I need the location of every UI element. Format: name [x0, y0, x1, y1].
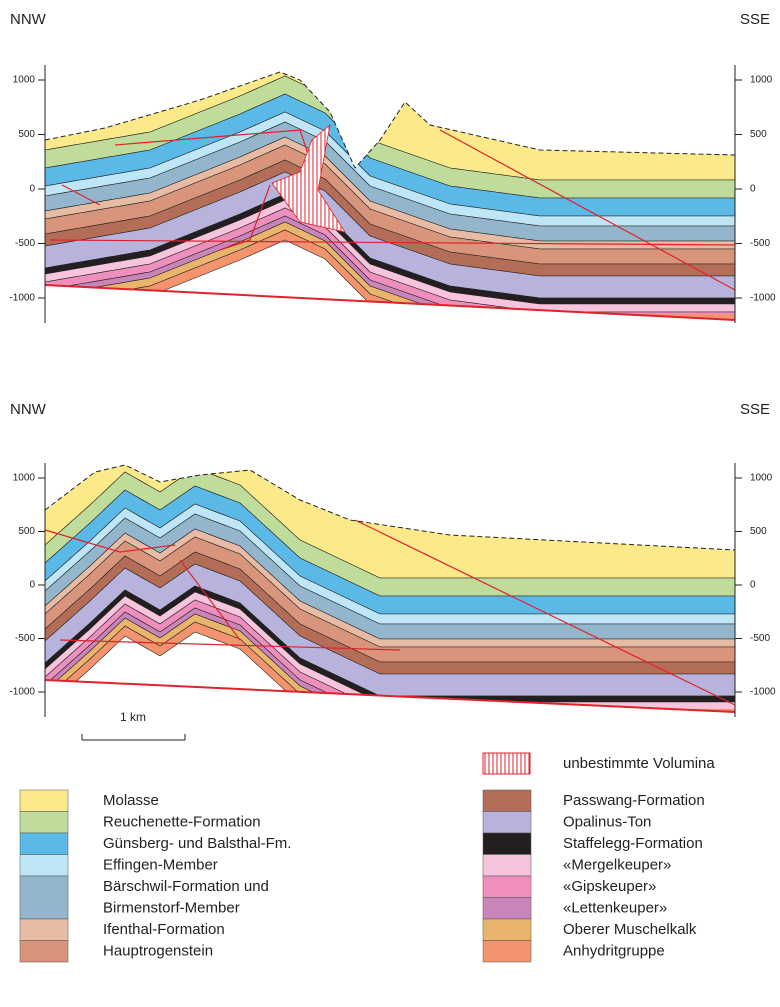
tick-label: 1000: [750, 473, 773, 484]
legend-label: Bärschwil-Formation und: [103, 878, 269, 895]
tick-label: 0: [29, 580, 35, 591]
legend-label: Passwang-Formation: [563, 792, 705, 809]
direction-label: NNW: [10, 401, 47, 418]
tick-label: 0: [29, 184, 35, 195]
cross-section: NNW SSE 1000 500 0 -500 -1000 1000 500 0 -500 -1000: [9, 390, 776, 909]
legend-label: Effingen-Member: [103, 856, 218, 873]
tick-label: -500: [750, 633, 770, 644]
legend-label: Anhydritgruppe: [563, 942, 665, 959]
legend-label: «Lettenkeuper»: [563, 899, 667, 916]
legend-swatch: [483, 812, 531, 834]
legend-label: Birmenstorf-Member: [103, 899, 240, 916]
legend-swatch: [20, 812, 68, 834]
cross-section: NNW SSE 1000 500 0 -500 -1000 1000 500 0 -500 -1000: [9, 11, 776, 514]
tick-label: -1000: [9, 293, 35, 304]
legend-label: Günsberg- und Balsthal-Fm.: [103, 835, 291, 852]
scale-bar: 1 km: [82, 710, 185, 740]
tick-label: 500: [18, 129, 35, 140]
tick-label: 0: [750, 184, 756, 195]
legend-swatch: [483, 919, 531, 941]
legend-swatch: [20, 855, 68, 877]
legend-label: «Mergelkeuper»: [563, 856, 671, 873]
tick-label: 1000: [750, 75, 773, 86]
tick-label: 500: [18, 526, 35, 537]
legend-label: Ifenthal-Formation: [103, 921, 225, 938]
legend-swatch: [20, 833, 68, 855]
tick-label: -1000: [750, 687, 776, 698]
legend-label: «Gipskeuper»: [563, 878, 656, 895]
legend-label: Oberer Muschelkalk: [563, 921, 697, 938]
strata: [40, 20, 740, 514]
cross-sections: NNW SSE 1000 500 0 -500 -1000 1000 500 0 -500 -1000…: [9, 11, 776, 909]
tick-label: 500: [750, 129, 767, 140]
legend-swatch: [483, 855, 531, 877]
legend-label: Staffelegg-Formation: [563, 835, 703, 852]
direction-label: NNW: [10, 11, 47, 28]
hatch-swatch: [483, 753, 530, 774]
legend-swatch: [483, 876, 531, 898]
tick-label: 0: [750, 580, 756, 591]
legend-label: unbestimmte Volumina: [563, 755, 715, 772]
tick-label: 500: [750, 526, 767, 537]
direction-label: SSE: [740, 401, 770, 418]
legend-swatch: [483, 941, 531, 963]
legend-swatch: [483, 833, 531, 855]
figure: NNW SSE 1000 500 0 -500 -1000 1000 500 0 -500 -1000…: [0, 0, 780, 1002]
legend-swatch: [20, 790, 68, 812]
legend-label: Opalinus-Ton: [563, 813, 651, 830]
scale-label: 1 km: [120, 710, 146, 724]
legend-swatch: [483, 790, 531, 812]
legend: Molasse Reuchenette-Formation Günsberg- un…: [20, 790, 705, 962]
tick-label: -500: [15, 633, 35, 644]
page: NNW SSE 1000 500 0 -500 -1000 1000 500 0 -500 -1000…: [0, 0, 780, 1007]
tick-label: 1000: [13, 473, 36, 484]
legend-label: Reuchenette-Formation: [103, 813, 261, 830]
legend-swatch: [20, 876, 68, 919]
tick-label: -1000: [750, 293, 776, 304]
tick-label: -1000: [9, 687, 35, 698]
legend-swatch: [20, 941, 68, 963]
tick-label: 1000: [13, 75, 36, 86]
legend-swatch: [20, 919, 68, 941]
legend-swatch: [483, 898, 531, 920]
tick-label: -500: [15, 238, 35, 249]
direction-label: SSE: [740, 11, 770, 28]
tick-label: -500: [750, 238, 770, 249]
legend-label: Hauptrogenstein: [103, 942, 213, 959]
legend-label: Molasse: [103, 792, 159, 809]
